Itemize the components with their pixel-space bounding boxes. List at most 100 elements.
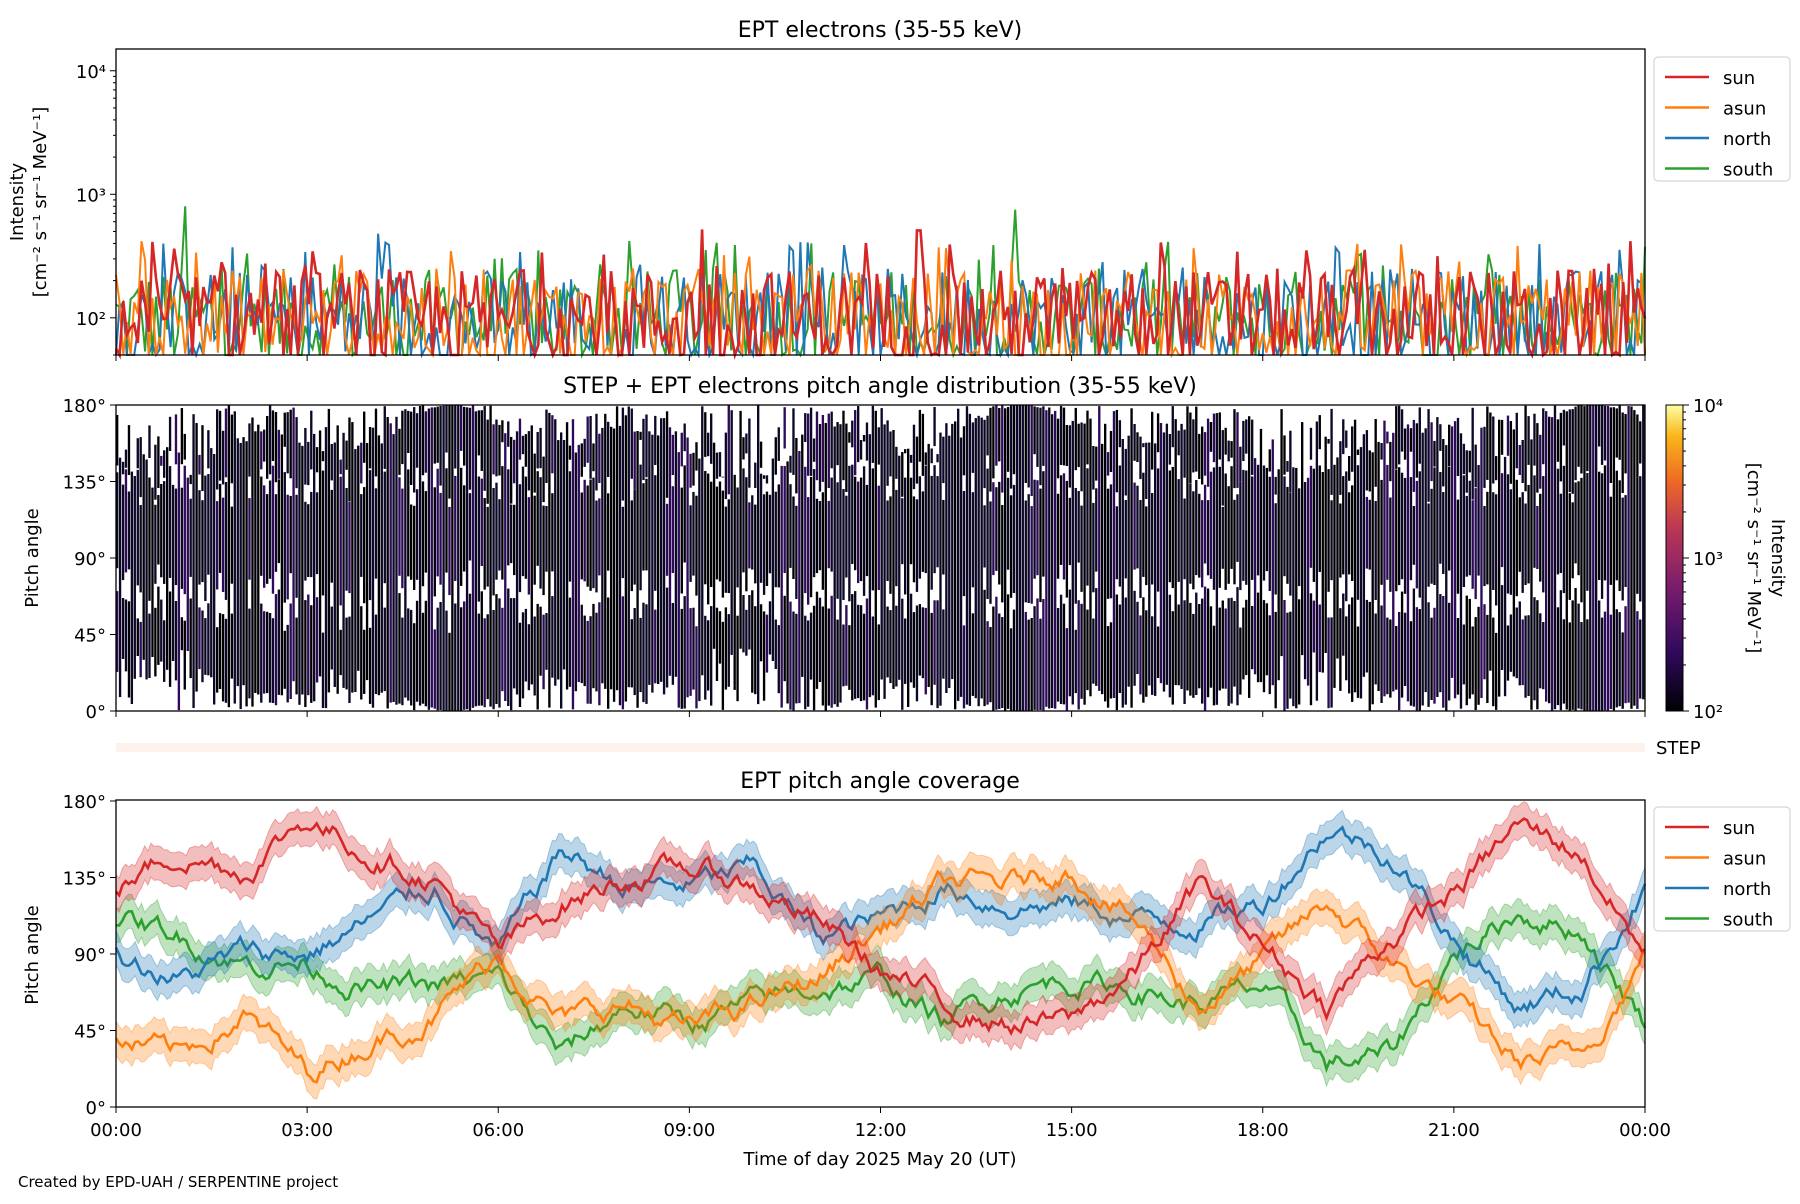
heatmap-cell bbox=[1039, 618, 1042, 710]
heatmap-cell bbox=[727, 614, 730, 687]
heatmap-cell bbox=[1245, 470, 1248, 585]
heatmap-cell bbox=[995, 405, 998, 466]
heatmap-cell bbox=[1442, 596, 1445, 708]
heatmap-cell bbox=[124, 469, 128, 573]
heatmap-cell bbox=[1168, 594, 1172, 698]
heatmap-cell bbox=[909, 454, 913, 463]
heatmap-cell bbox=[683, 596, 686, 709]
heatmap-cell bbox=[877, 427, 880, 465]
heatmap-cell bbox=[1374, 613, 1377, 685]
heatmap-cell bbox=[618, 425, 622, 706]
heatmap-cell bbox=[1109, 622, 1113, 699]
heatmap-cell bbox=[1368, 450, 1371, 492]
heatmap-cell bbox=[568, 445, 572, 460]
heatmap-cell bbox=[671, 434, 675, 475]
heatmap-cell bbox=[880, 408, 883, 680]
heatmap-cell bbox=[580, 443, 583, 477]
heatmap-cell bbox=[551, 493, 554, 572]
coverage-line-north bbox=[114, 825, 1647, 1015]
legend-label-north: north bbox=[1723, 129, 1771, 150]
heatmap-cell bbox=[1465, 595, 1468, 706]
heatmap-cell bbox=[1398, 467, 1401, 586]
heatmap-cell bbox=[845, 423, 848, 492]
heatmap-cell bbox=[1459, 433, 1463, 709]
heatmap-cell bbox=[136, 469, 139, 586]
heatmap-cell bbox=[745, 477, 748, 592]
heatmap-cell bbox=[180, 617, 184, 651]
heatmap-cell bbox=[992, 606, 995, 711]
heatmap-cell bbox=[1130, 408, 1133, 708]
heatmap-cell bbox=[807, 497, 810, 605]
heatmap-cell bbox=[1192, 419, 1195, 473]
heatmap-cell bbox=[1065, 480, 1069, 598]
heatmap-cell bbox=[513, 504, 516, 576]
heatmap-cell bbox=[1201, 598, 1204, 704]
heatmap-cell bbox=[1124, 597, 1127, 705]
heatmap-cell bbox=[721, 490, 725, 598]
heatmap-cell bbox=[736, 487, 739, 588]
heatmap-cell bbox=[607, 421, 610, 477]
heatmap-cell bbox=[204, 475, 207, 601]
heatmap-cell bbox=[545, 613, 548, 670]
heatmap-cell bbox=[715, 607, 719, 681]
heatmap-cell bbox=[304, 600, 307, 707]
heatmap-cell bbox=[1348, 604, 1351, 694]
heatmap-cell bbox=[1168, 434, 1172, 465]
heatmap-cell bbox=[298, 442, 301, 705]
heatmap-cell bbox=[886, 606, 889, 678]
heatmap-cell bbox=[313, 433, 316, 702]
heatmap-cell bbox=[862, 613, 866, 701]
heatmap-cell bbox=[451, 405, 454, 711]
heatmap-cell bbox=[1468, 450, 1471, 473]
heatmap-cell bbox=[454, 475, 457, 581]
heatmap-cell bbox=[1392, 432, 1395, 692]
heatmap-cell bbox=[830, 477, 833, 572]
heatmap-cell bbox=[210, 448, 213, 678]
heatmap-cell bbox=[889, 431, 892, 477]
heatmap-cell bbox=[804, 413, 807, 442]
heatmap-cell bbox=[1209, 606, 1213, 688]
legend-box bbox=[1653, 806, 1791, 932]
heatmap-cell bbox=[1080, 505, 1083, 592]
heatmap-cell bbox=[1136, 432, 1139, 462]
heatmap-cell bbox=[607, 493, 610, 571]
heatmap-cell bbox=[924, 607, 927, 695]
intensity-plot-area bbox=[114, 206, 1647, 361]
heatmap-cell bbox=[1571, 502, 1574, 579]
heatmap-cell bbox=[1283, 476, 1286, 577]
heatmap-cell bbox=[904, 618, 907, 684]
heatmap-cell bbox=[1389, 497, 1392, 592]
heatmap-cell bbox=[1509, 489, 1513, 595]
heatmap-cell bbox=[1315, 421, 1319, 701]
heatmap-cell bbox=[445, 610, 448, 711]
heatmap-cell bbox=[168, 466, 172, 578]
colorbar-tick-label: 10⁴ bbox=[1693, 396, 1723, 417]
heatmap-cell bbox=[842, 624, 845, 687]
heatmap-cell bbox=[198, 490, 201, 585]
heatmap-cell bbox=[1327, 439, 1330, 444]
heatmap-cell bbox=[792, 408, 795, 475]
heatmap-cell bbox=[821, 606, 825, 706]
heatmap-cell bbox=[848, 625, 851, 690]
heatmap-cell bbox=[1001, 617, 1004, 708]
heatmap-cell bbox=[724, 506, 728, 593]
heatmap-cell bbox=[957, 408, 960, 701]
heatmap-cell bbox=[1221, 600, 1224, 689]
heatmap-cell bbox=[1327, 617, 1330, 709]
heatmap-cell bbox=[783, 407, 786, 449]
heatmap-cell bbox=[1448, 424, 1451, 467]
heatmap-cell bbox=[195, 423, 198, 692]
heatmap-cell bbox=[1080, 603, 1083, 699]
heatmap-cell bbox=[1080, 422, 1083, 492]
heatmap-cell bbox=[762, 611, 766, 701]
heatmap-cell bbox=[1092, 446, 1095, 490]
heatmap-cell bbox=[483, 498, 486, 590]
heatmap-cell bbox=[1562, 619, 1566, 704]
heatmap-cell bbox=[1612, 407, 1616, 711]
heatmap-cell bbox=[1500, 419, 1504, 455]
heatmap-cell bbox=[1568, 409, 1571, 493]
heatmap-cell bbox=[189, 598, 192, 679]
heatmap-cell bbox=[598, 433, 601, 483]
heatmap-cell bbox=[895, 489, 898, 587]
heatmap-cell bbox=[533, 453, 536, 493]
